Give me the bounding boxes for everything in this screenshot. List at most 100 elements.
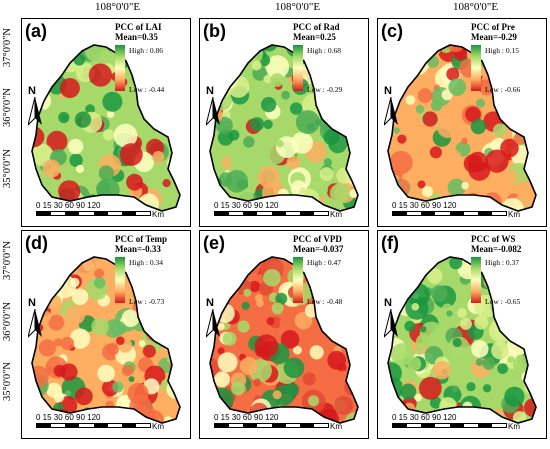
north-label: N bbox=[28, 297, 36, 309]
scale-ticks: 0 15 30 60 90 120 bbox=[36, 201, 101, 210]
legend-high-label: High : 0.68 bbox=[307, 46, 341, 55]
north-arrow-icon bbox=[383, 96, 398, 127]
panel-title: PCC of VPD Mean=-0.037 bbox=[293, 234, 343, 254]
latitude-label: 37°0'0"N bbox=[1, 28, 13, 67]
scale-line bbox=[36, 211, 151, 216]
longitude-label: 108°0'0"E bbox=[275, 1, 321, 13]
panel-label: (f) bbox=[381, 233, 399, 253]
panel-title: PCC of Rad Mean=0.25 bbox=[293, 22, 340, 42]
north-arrow-icon bbox=[205, 96, 220, 127]
north-label: N bbox=[206, 85, 214, 97]
panel-variable-title: PCC of LAI bbox=[115, 22, 162, 32]
map-panel-b: (b) PCC of Rad Mean=0.25 High : 0.68 Low… bbox=[199, 18, 369, 227]
legend-low-label: Low : -0.65 bbox=[485, 297, 521, 306]
panel-variable-title: PCC of WS bbox=[471, 234, 516, 244]
scale-ticks: 0 15 30 60 90 120 bbox=[36, 413, 101, 422]
legend-high-label: High : 0.37 bbox=[485, 258, 519, 267]
correlation-map bbox=[31, 256, 181, 424]
legend-color-ramp bbox=[293, 257, 303, 303]
panel-mean-value: Mean=-0.33 bbox=[115, 244, 161, 254]
legend-color-ramp bbox=[293, 45, 303, 91]
legend-low-label: Low : -0.29 bbox=[307, 85, 343, 94]
correlation-map bbox=[209, 44, 359, 212]
north-label: N bbox=[28, 85, 36, 97]
north-arrow-icon bbox=[383, 308, 398, 339]
north-arrow: N bbox=[27, 85, 48, 132]
scale-unit: Km bbox=[508, 422, 520, 431]
correlation-map bbox=[31, 44, 181, 212]
north-arrow-icon bbox=[205, 308, 220, 339]
map-panel-a: (a) PCC of LAI Mean=0.35 High : 0.86 Low… bbox=[21, 18, 191, 227]
legend-low-label: Low : -0.48 bbox=[307, 297, 343, 306]
scale-line bbox=[214, 211, 329, 216]
legend-high-label: High : 0.15 bbox=[485, 46, 519, 55]
latitude-label: 36°0'0"N bbox=[1, 302, 13, 341]
north-label: N bbox=[384, 85, 392, 97]
scale-ticks: 0 15 30 60 90 120 bbox=[214, 413, 279, 422]
correlation-map bbox=[387, 44, 537, 212]
panel-mean-value: Mean=-0.082 bbox=[471, 244, 522, 254]
scale-line bbox=[392, 423, 507, 428]
scale-unit: Km bbox=[330, 210, 342, 219]
correlation-map bbox=[209, 256, 359, 424]
panel-label: (e) bbox=[203, 233, 225, 253]
panel-title: PCC of LAI Mean=0.35 bbox=[115, 22, 162, 42]
legend-high-label: High : 0.34 bbox=[129, 258, 163, 267]
scale-bar: 0 15 30 60 90 120 bbox=[214, 413, 329, 428]
map-panel-e: (e) PCC of VPD Mean=-0.037 High : 0.47 L… bbox=[199, 230, 369, 439]
scale-ticks: 0 15 30 60 90 120 bbox=[392, 201, 457, 210]
panel-variable-title: PCC of Pre bbox=[471, 22, 515, 32]
panel-mean-value: Mean=0.25 bbox=[293, 32, 336, 42]
legend-low-label: Low : -0.44 bbox=[129, 85, 165, 94]
scale-bar: 0 15 30 60 90 120 bbox=[392, 413, 507, 428]
legend-color-ramp bbox=[115, 257, 125, 303]
panel-variable-title: PCC of Rad bbox=[293, 22, 340, 32]
panel-label: (b) bbox=[203, 21, 226, 41]
map-panel-f: (f) PCC of WS Mean=-0.082 High : 0.37 Lo… bbox=[377, 230, 547, 439]
legend-low-label: Low : -0.66 bbox=[485, 85, 521, 94]
correlation-map bbox=[387, 256, 537, 424]
scale-line bbox=[214, 423, 329, 428]
panel-title: PCC of WS Mean=-0.082 bbox=[471, 234, 521, 254]
scale-bar: 0 15 30 60 90 120 bbox=[214, 201, 329, 216]
north-arrow: N bbox=[383, 297, 404, 344]
scale-unit: Km bbox=[508, 210, 520, 219]
legend-high-label: High : 0.47 bbox=[307, 258, 341, 267]
scale-ticks: 0 15 30 60 90 120 bbox=[392, 413, 457, 422]
longitude-label: 108°0'0"E bbox=[95, 1, 141, 13]
panel-label: (c) bbox=[381, 21, 403, 41]
scale-unit: Km bbox=[152, 422, 164, 431]
scale-unit: Km bbox=[152, 210, 164, 219]
legend-color-ramp bbox=[471, 45, 481, 91]
panel-label: (d) bbox=[25, 233, 48, 253]
scale-unit: Km bbox=[330, 422, 342, 431]
scale-ticks: 0 15 30 60 90 120 bbox=[214, 201, 279, 210]
north-arrow-icon bbox=[27, 96, 42, 127]
panel-mean-value: Mean=0.35 bbox=[115, 32, 158, 42]
map-panel-c: (c) PCC of Pre Mean=-0.29 High : 0.15 Lo… bbox=[377, 18, 547, 227]
scale-bar: 0 15 30 60 90 120 bbox=[36, 413, 151, 428]
latitude-label: 36°0'0"N bbox=[1, 88, 13, 127]
panel-title: PCC of Pre Mean=-0.29 bbox=[471, 22, 517, 42]
latitude-label: 35°0'0"N bbox=[1, 149, 13, 188]
north-arrow: N bbox=[205, 85, 226, 132]
panel-variable-title: PCC of VPD bbox=[293, 234, 342, 244]
map-panel-d: (d) PCC of Temp Mean=-0.33 High : 0.34 L… bbox=[21, 230, 191, 439]
north-arrow: N bbox=[27, 297, 48, 344]
north-arrow-icon bbox=[27, 308, 42, 339]
legend-low-label: Low : -0.73 bbox=[129, 297, 165, 306]
panel-title: PCC of Temp Mean=-0.33 bbox=[115, 234, 167, 254]
panel-mean-value: Mean=-0.037 bbox=[293, 244, 344, 254]
scale-line bbox=[392, 211, 507, 216]
latitude-label: 35°0'0"N bbox=[1, 362, 13, 401]
scale-bar: 0 15 30 60 90 120 bbox=[36, 201, 151, 216]
north-label: N bbox=[384, 297, 392, 309]
panel-label: (a) bbox=[25, 21, 47, 41]
panel-mean-value: Mean=-0.29 bbox=[471, 32, 517, 42]
legend-color-ramp bbox=[471, 257, 481, 303]
north-arrow: N bbox=[205, 297, 226, 344]
latitude-label: 37°0'0"N bbox=[1, 241, 13, 280]
longitude-label: 108°0'0"E bbox=[453, 1, 499, 13]
panel-variable-title: PCC of Temp bbox=[115, 234, 168, 244]
legend-color-ramp bbox=[115, 45, 125, 91]
